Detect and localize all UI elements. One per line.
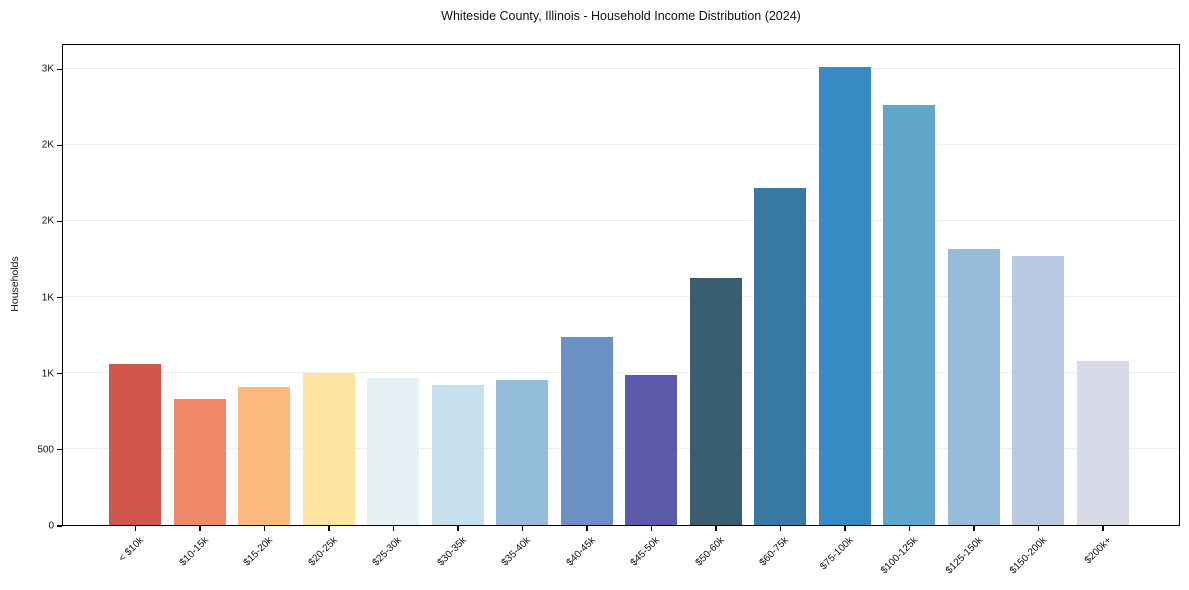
x-tick-mark [1102,526,1104,531]
bar [238,387,291,525]
x-tick-mark [844,526,846,531]
x-tick-label: $125-150k [943,535,985,577]
gridline [63,296,1179,298]
bar [754,188,807,525]
x-tick-mark [134,526,137,531]
plot-area [62,44,1180,526]
x-tick-label: $60-75k [757,535,792,569]
y-axis-label: Households [9,256,21,312]
x-tick-mark [263,526,266,531]
bar [496,379,549,525]
x-tick-mark [199,526,201,531]
y-tick-mark [57,144,62,146]
y-tick-mark [57,220,62,222]
bar [625,375,678,525]
y-tick-mark [57,296,62,299]
x-tick-mark [650,526,653,531]
x-tick-mark [715,526,717,531]
x-tick-label: $50-60k [693,535,727,569]
x-tick-label: $20-25k [306,535,340,569]
x-tick-label: $30-35k [435,535,469,569]
bar [302,373,355,525]
bar [883,104,936,525]
x-tick-label: $100-125k [879,535,921,577]
x-tick-label: $15-20k [241,535,276,569]
x-tick-mark [457,526,459,531]
x-tick-label: $75-100k [818,535,856,573]
x-tick-label: $40-45k [564,535,598,569]
bar [947,249,1000,525]
x-tick-label: $150-200k [1008,535,1050,577]
bar [560,336,613,525]
bar [689,278,742,525]
bar [818,66,871,525]
gridline [63,372,1179,374]
bar [431,384,484,525]
x-tick-mark [586,526,588,531]
y-tick-mark [57,449,62,451]
y-tick-label: 1K [41,368,54,380]
bar [367,378,420,525]
x-tick-mark [1037,526,1040,531]
y-tick-mark [57,68,62,70]
y-tick-label: 0 [48,520,54,532]
x-tick-mark [908,526,911,531]
x-tick-label: $45-50k [628,535,663,569]
bar [1012,256,1065,525]
chart-title: Whiteside County, Illinois - Household I… [441,9,801,23]
y-tick-label: 3K [41,63,54,75]
y-tick-mark [57,373,62,375]
gridline [63,219,1179,221]
y-tick-label: 500 [37,444,54,456]
gridline [63,67,1179,69]
gridline [63,143,1179,145]
x-tick-mark [521,526,524,531]
y-tick-mark [57,525,62,527]
bar [109,363,162,525]
x-tick-mark [973,526,975,531]
bar [173,398,226,525]
y-tick-label: 2K [41,215,54,227]
y-tick-label: 2K [41,139,54,151]
gridline [63,448,1179,450]
y-tick-label: 1K [41,292,54,304]
x-tick-mark [392,526,395,531]
x-tick-label: $25-30k [370,535,405,569]
x-tick-label: < $10k [117,535,147,565]
x-tick-mark [779,526,782,531]
x-tick-label: $200k+ [1082,535,1114,567]
bar [1076,361,1129,525]
x-tick-mark [328,526,330,531]
x-tick-label: $35-40k [499,535,534,569]
x-tick-label: $10-15k [177,535,211,569]
